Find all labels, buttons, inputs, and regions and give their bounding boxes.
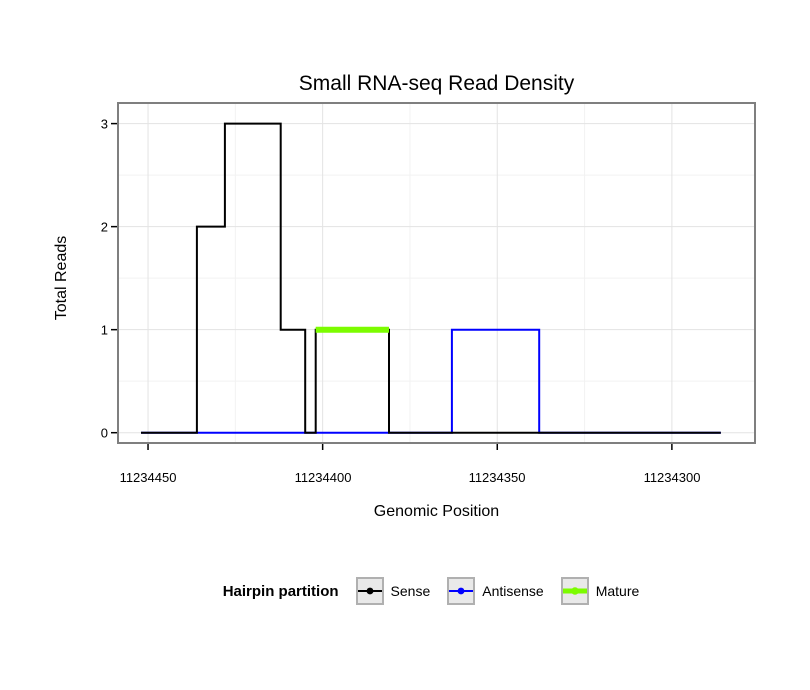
legend-key-antisense bbox=[447, 577, 476, 605]
legend-label-antisense: Antisense bbox=[482, 583, 544, 599]
legend-item-antisense: Antisense bbox=[447, 577, 544, 605]
plot-area bbox=[111, 102, 756, 450]
legend-item-sense: Sense bbox=[355, 577, 431, 605]
legend-title: Hairpin partition bbox=[222, 582, 339, 600]
antisense-line-icon bbox=[449, 587, 474, 595]
x-tick-label: 11234300 bbox=[643, 470, 701, 485]
x-tick-label: 11234350 bbox=[468, 470, 526, 485]
chart-title: Small RNA-seq Read Density bbox=[298, 72, 575, 95]
legend-label-mature: Mature bbox=[595, 583, 640, 599]
legend-key-sense bbox=[355, 577, 384, 605]
y-tick-label: 2 bbox=[100, 219, 108, 235]
legend-key-mature bbox=[560, 577, 589, 605]
y-tick-label: 1 bbox=[100, 322, 108, 338]
y-axis-label: Total Reads bbox=[53, 235, 70, 321]
sense-line-icon bbox=[357, 587, 382, 595]
y-tick-label: 0 bbox=[100, 425, 108, 441]
legend-item-mature: Mature bbox=[560, 577, 640, 605]
x-tick-label: 11234400 bbox=[294, 470, 352, 485]
legend-label-sense: Sense bbox=[390, 583, 431, 599]
x-axis-label: Genomic Position bbox=[373, 503, 500, 520]
y-tick-label: 3 bbox=[100, 116, 108, 132]
mature-line-icon bbox=[562, 587, 587, 595]
legend: Hairpin partition Sense Antisense bbox=[0, 577, 810, 605]
x-tick-label: 11234450 bbox=[119, 470, 177, 485]
